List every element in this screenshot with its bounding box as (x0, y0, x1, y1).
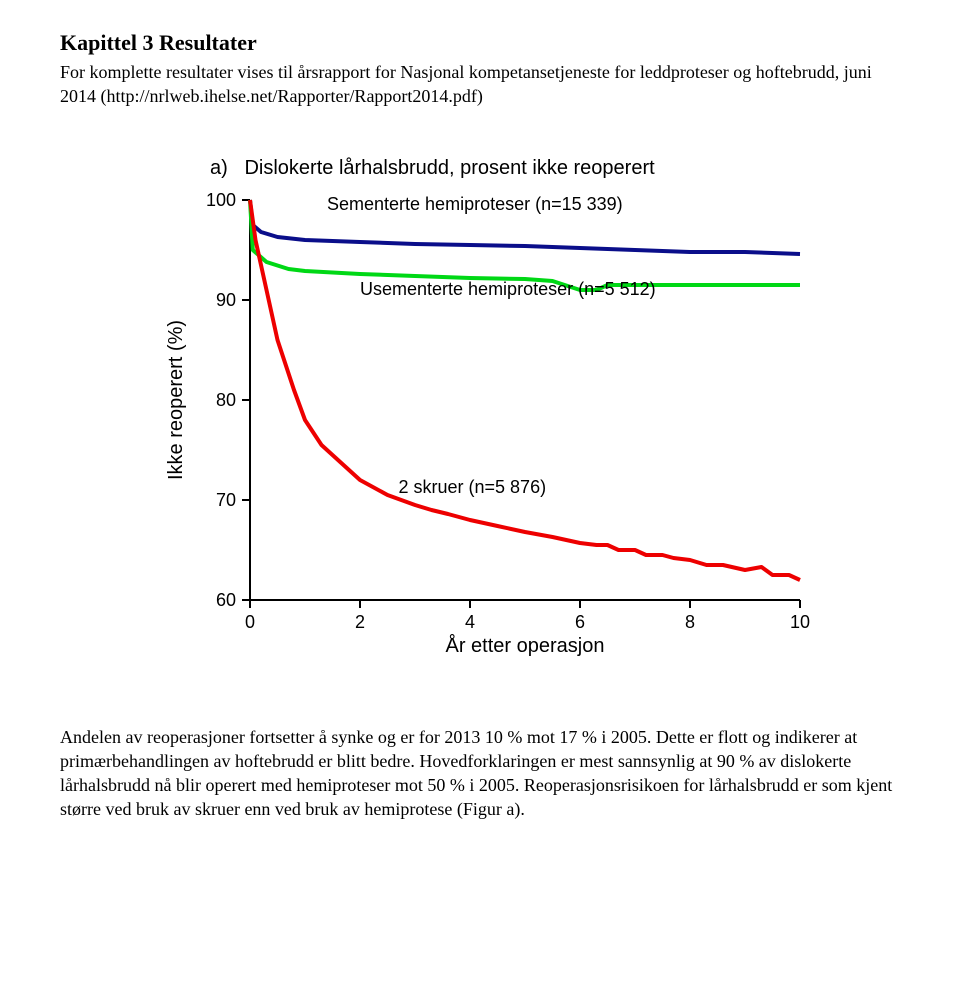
chart-svg: 60 70 80 90 100 0 2 4 6 8 10 Ikke reoperert (%) År e… (140, 190, 820, 670)
svg-text:Sementerte hemiproteser (n=15: Sementerte hemiproteser (n=15 339) (327, 194, 623, 214)
svg-text:80: 80 (216, 390, 236, 410)
survival-chart: a) Dislokerte lårhalsbrudd, prosent ikke… (140, 157, 820, 675)
chart-title: a) Dislokerte lårhalsbrudd, prosent ikke… (210, 157, 820, 180)
chart-title-prefix: a) (210, 157, 228, 179)
svg-text:8: 8 (685, 612, 695, 632)
svg-text:2 skruer (n=5 876): 2 skruer (n=5 876) (399, 477, 547, 497)
chart-title-text: Dislokerte lårhalsbrudd, prosent ikke re… (244, 157, 654, 179)
svg-text:0: 0 (245, 612, 255, 632)
svg-text:4: 4 (465, 612, 475, 632)
svg-text:2: 2 (355, 612, 365, 632)
svg-text:6: 6 (575, 612, 585, 632)
svg-text:90: 90 (216, 290, 236, 310)
intro-paragraph: For komplette resultater vises til årsra… (60, 60, 900, 109)
body-paragraph: Andelen av reoperasjoner fortsetter å sy… (60, 725, 900, 822)
svg-text:Usementerte hemiproteser (n=5: Usementerte hemiproteser (n=5 512) (360, 279, 656, 299)
svg-text:70: 70 (216, 490, 236, 510)
svg-text:Ikke reoperert (%): Ikke reoperert (%) (165, 320, 187, 480)
svg-text:60: 60 (216, 590, 236, 610)
svg-text:100: 100 (206, 190, 236, 210)
svg-text:10: 10 (790, 612, 810, 632)
svg-text:År etter operasjon: År etter operasjon (446, 634, 605, 657)
chapter-title: Kapittel 3 Resultater (60, 30, 900, 56)
